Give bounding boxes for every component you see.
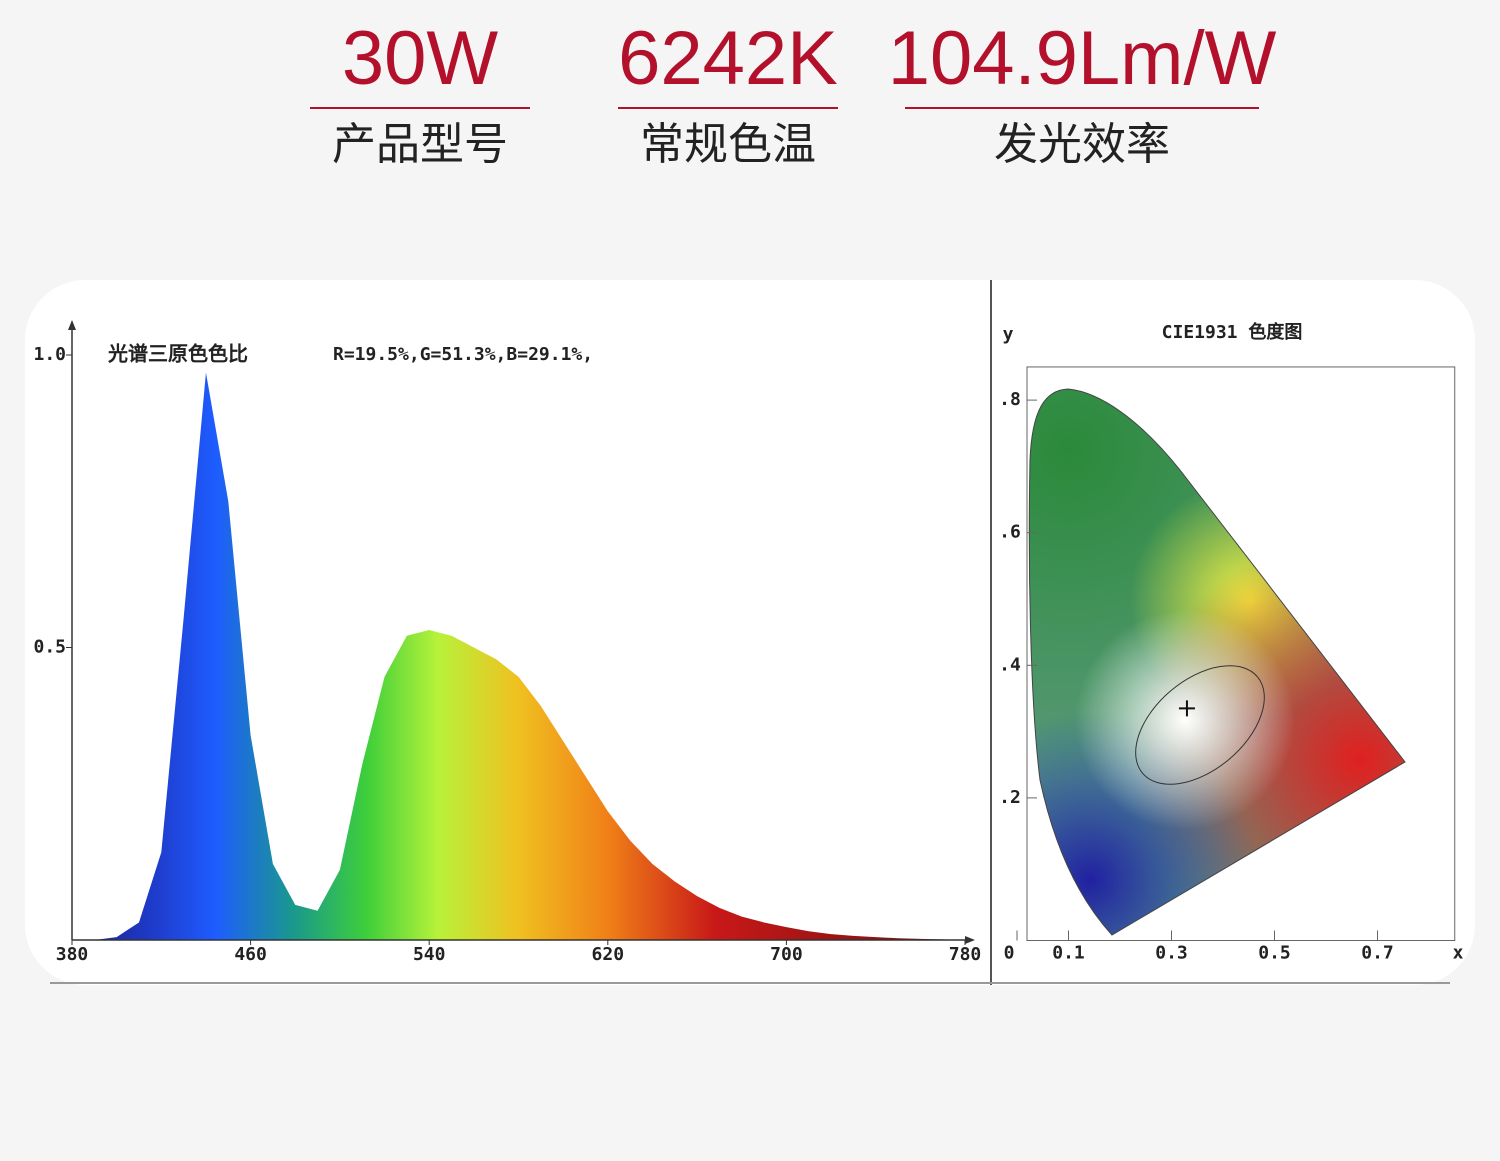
x-label: x bbox=[1453, 943, 1464, 964]
x-tick-label: 620 bbox=[592, 944, 625, 965]
x-tick-label: 0 bbox=[1004, 943, 1015, 964]
stat-value: 6242K bbox=[618, 16, 838, 101]
y-arrow bbox=[68, 320, 76, 330]
x-arrow bbox=[965, 936, 975, 944]
spectrum-area bbox=[72, 372, 965, 940]
locus-outline bbox=[1028, 388, 1406, 936]
x-tick-label: 780 bbox=[949, 944, 982, 965]
x-tick-label: 380 bbox=[56, 944, 89, 965]
x-tick-label: 540 bbox=[413, 944, 446, 965]
y-tick-label: .4 bbox=[999, 654, 1021, 675]
y-tick-label: .6 bbox=[999, 522, 1021, 543]
annotation: R=19.5%,G=51.3%,B=29.1%, bbox=[333, 344, 593, 365]
white-point bbox=[1178, 700, 1195, 717]
chart-title: 光谱三原色色比 bbox=[107, 342, 248, 366]
y-tick-label: 0.5 bbox=[33, 637, 66, 658]
chart-title: CIE1931 色度图 bbox=[1162, 321, 1303, 343]
x-tick-label: 0.3 bbox=[1155, 943, 1188, 964]
stat-label: 常规色温 bbox=[640, 119, 816, 170]
x-tick-label: 0.7 bbox=[1361, 943, 1394, 964]
plot-frame bbox=[1026, 366, 1456, 941]
y-tick-label: .2 bbox=[999, 787, 1021, 808]
stat-label: 发光效率 bbox=[994, 119, 1170, 170]
x-tick-label: 460 bbox=[234, 944, 267, 965]
y-tick-label: 1.0 bbox=[33, 344, 66, 365]
x-tick-label: 0.1 bbox=[1052, 943, 1085, 964]
stats: 30W 产品型号 6242K 常规色温 104.9Lm/W 发光效率 bbox=[310, 16, 1277, 170]
x-tick-label: 700 bbox=[770, 944, 803, 965]
y-label: y bbox=[1003, 324, 1014, 345]
stat-value: 30W bbox=[342, 16, 499, 101]
x-tick-label: 0.5 bbox=[1258, 943, 1291, 964]
stat-value: 104.9Lm/W bbox=[888, 16, 1277, 101]
stat-label: 产品型号 bbox=[332, 119, 508, 170]
y-tick-label: .8 bbox=[999, 389, 1021, 410]
